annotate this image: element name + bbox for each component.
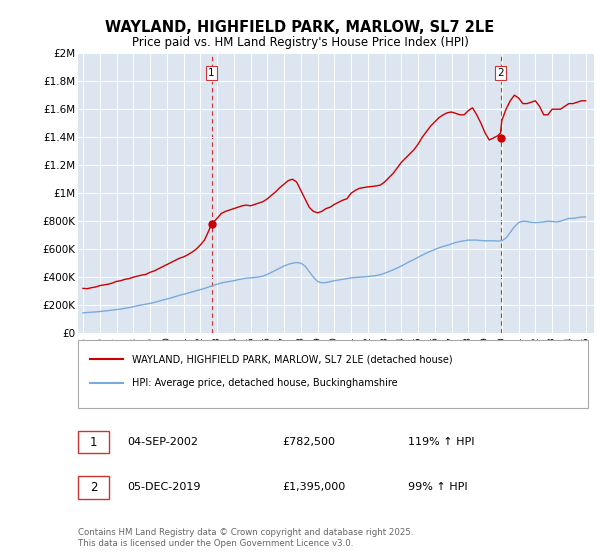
Text: 2: 2 [497,68,504,78]
Text: WAYLAND, HIGHFIELD PARK, MARLOW, SL7 2LE (detached house): WAYLAND, HIGHFIELD PARK, MARLOW, SL7 2LE… [132,354,452,365]
Text: 1: 1 [208,68,215,78]
Text: 05-DEC-2019: 05-DEC-2019 [127,482,200,492]
Text: 119% ↑ HPI: 119% ↑ HPI [408,437,475,447]
Text: 1: 1 [90,436,97,449]
Text: Price paid vs. HM Land Registry's House Price Index (HPI): Price paid vs. HM Land Registry's House … [131,36,469,49]
Bar [78,340,588,408]
Text: HPI: Average price, detached house, Buckinghamshire: HPI: Average price, detached house, Buck… [132,378,398,388]
Bar [78,476,109,499]
Text: 04-SEP-2002: 04-SEP-2002 [127,437,198,447]
Text: WAYLAND, HIGHFIELD PARK, MARLOW, SL7 2LE: WAYLAND, HIGHFIELD PARK, MARLOW, SL7 2LE [106,20,494,35]
Text: 99% ↑ HPI: 99% ↑ HPI [408,482,467,492]
Text: Contains HM Land Registry data © Crown copyright and database right 2025.
This d: Contains HM Land Registry data © Crown c… [78,528,413,548]
Text: £1,395,000: £1,395,000 [282,482,345,492]
Text: 2: 2 [90,481,97,494]
Text: £782,500: £782,500 [282,437,335,447]
Bar [78,431,109,454]
